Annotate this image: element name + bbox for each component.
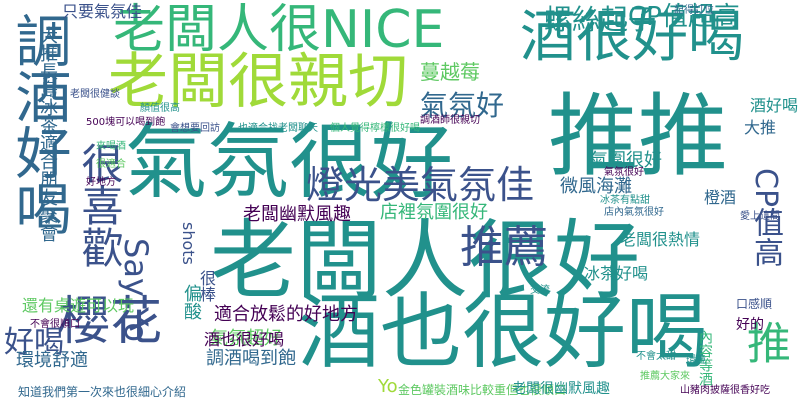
word-cloud-term: 推推 bbox=[548, 84, 728, 189]
word-cloud-term: 燈光美氣氛佳 bbox=[306, 163, 535, 207]
word-cloud-term: 冰茶有點甜 bbox=[600, 195, 650, 206]
word-cloud-term: 店內氣氛很好 bbox=[604, 207, 664, 218]
word-cloud-term: 大推長島冰茶適合朋友聚會 bbox=[37, 26, 58, 242]
word-cloud-term: 記得訂位 bbox=[674, 5, 714, 16]
word-cloud-term: 知道我們第一次來也很細心介紹 bbox=[18, 385, 187, 399]
word-cloud-term: 好的 bbox=[736, 317, 764, 333]
word-cloud-term: 很棒 bbox=[197, 270, 216, 302]
word-cloud-term: 店裡氛圍很好 bbox=[380, 202, 488, 223]
word-cloud-term: 酒也很好喝 bbox=[298, 285, 709, 380]
word-cloud-term: 老闆很熱情 bbox=[620, 230, 701, 249]
word-cloud-term: 調酒喝到飽 bbox=[206, 348, 296, 369]
word-cloud-term: 交流 bbox=[530, 285, 550, 296]
word-cloud-term: 只要氣氛佳 bbox=[62, 2, 143, 21]
word-cloud-term: 山豬肉披薩很香好吃 bbox=[680, 385, 770, 396]
word-cloud-term: 氣氛好 bbox=[420, 89, 505, 122]
word-cloud-term: 老闆人很好 bbox=[210, 211, 640, 311]
word-cloud-term: 微風海灘 bbox=[560, 176, 632, 197]
word-cloud-term: 好喝 bbox=[4, 325, 64, 360]
word-cloud-term: 調酒師很親切 bbox=[420, 115, 480, 126]
word-cloud-term: 好地方 bbox=[86, 177, 116, 188]
word-cloud-term: 不會太甜 bbox=[636, 351, 676, 362]
word-cloud-term: Yo bbox=[378, 376, 398, 397]
word-cloud-term: shots bbox=[179, 222, 198, 265]
word-cloud-term: 酒也很好喝 bbox=[204, 330, 285, 349]
word-cloud-term: 櫻花 bbox=[58, 292, 163, 352]
word-cloud-term: 氣圍很好 bbox=[590, 150, 662, 171]
word-cloud-term: 氣氛超好 bbox=[210, 328, 282, 349]
word-cloud-term: 老闆幽默風趣 bbox=[243, 204, 351, 225]
word-cloud-term: 金色罐裝酒味比較重但也很順口 bbox=[398, 383, 567, 397]
word-cloud-term: 酒好喝 bbox=[749, 96, 798, 115]
word-cloud-term: 氣氛很好 bbox=[125, 115, 454, 210]
word-cloud-term: 內容等酒 bbox=[697, 330, 713, 386]
word-cloud-term: 偏酸 bbox=[181, 284, 202, 320]
word-cloud-term: 推薦大家來 bbox=[640, 371, 690, 382]
word-cloud-term: 螺絲起子 bbox=[544, 3, 657, 36]
word-cloud-term: 來喝酒 bbox=[96, 141, 126, 152]
word-cloud-term: 老闆很幽默風趣 bbox=[512, 381, 610, 397]
word-cloud-term: 很適合 bbox=[96, 159, 126, 170]
word-cloud-term: 口感順 bbox=[736, 297, 773, 311]
word-cloud-term: 環境 bbox=[686, 355, 706, 366]
word-cloud-term: Say Yo bbox=[117, 238, 155, 342]
word-cloud-term: 推薦 bbox=[460, 222, 548, 273]
word-cloud-term: 還有桌遊可以玩 bbox=[22, 296, 135, 315]
word-cloud-term: 很喜歡 bbox=[75, 142, 124, 268]
word-cloud-term: 老闆人很NICE bbox=[113, 0, 445, 60]
word-cloud-term: 氣氛很好 bbox=[604, 167, 644, 178]
word-cloud-term: CP值高 bbox=[748, 168, 783, 268]
word-cloud-term: 橙酒 bbox=[704, 188, 737, 207]
word-cloud-term: 酒很好喝 bbox=[520, 5, 744, 70]
word-cloud-term: 蔓越莓 bbox=[420, 60, 480, 84]
word-cloud-term: 顏值很高 bbox=[140, 103, 180, 114]
word-cloud-term: 個人覺得檸檬很好喝 bbox=[330, 123, 420, 134]
word-cloud-term: 推 bbox=[739, 320, 790, 364]
word-cloud-term: 適合放鬆的好地方 bbox=[214, 304, 358, 325]
word-cloud-term: 不會很順口 bbox=[30, 319, 80, 330]
word-cloud-term: CP值超高 bbox=[628, 2, 740, 32]
word-cloud-term: 冰茶好喝 bbox=[584, 264, 649, 283]
word-cloud-term: 老闆很親切 bbox=[108, 47, 408, 117]
word-cloud-term: 老闆很健談 bbox=[70, 89, 120, 100]
word-cloud-term: 調酒好喝 bbox=[6, 12, 71, 236]
word-cloud-term: 500塊可以喝到飽 bbox=[86, 117, 166, 128]
word-cloud-term: 大推 bbox=[744, 118, 777, 137]
word-cloud-term: 愛上這間 bbox=[740, 211, 780, 222]
word-cloud-term: 會想要回訪 bbox=[170, 123, 220, 134]
word-cloud-term: 環境舒適 bbox=[16, 350, 88, 371]
word-cloud-term: 也適合找老闆聊天 bbox=[238, 123, 318, 134]
